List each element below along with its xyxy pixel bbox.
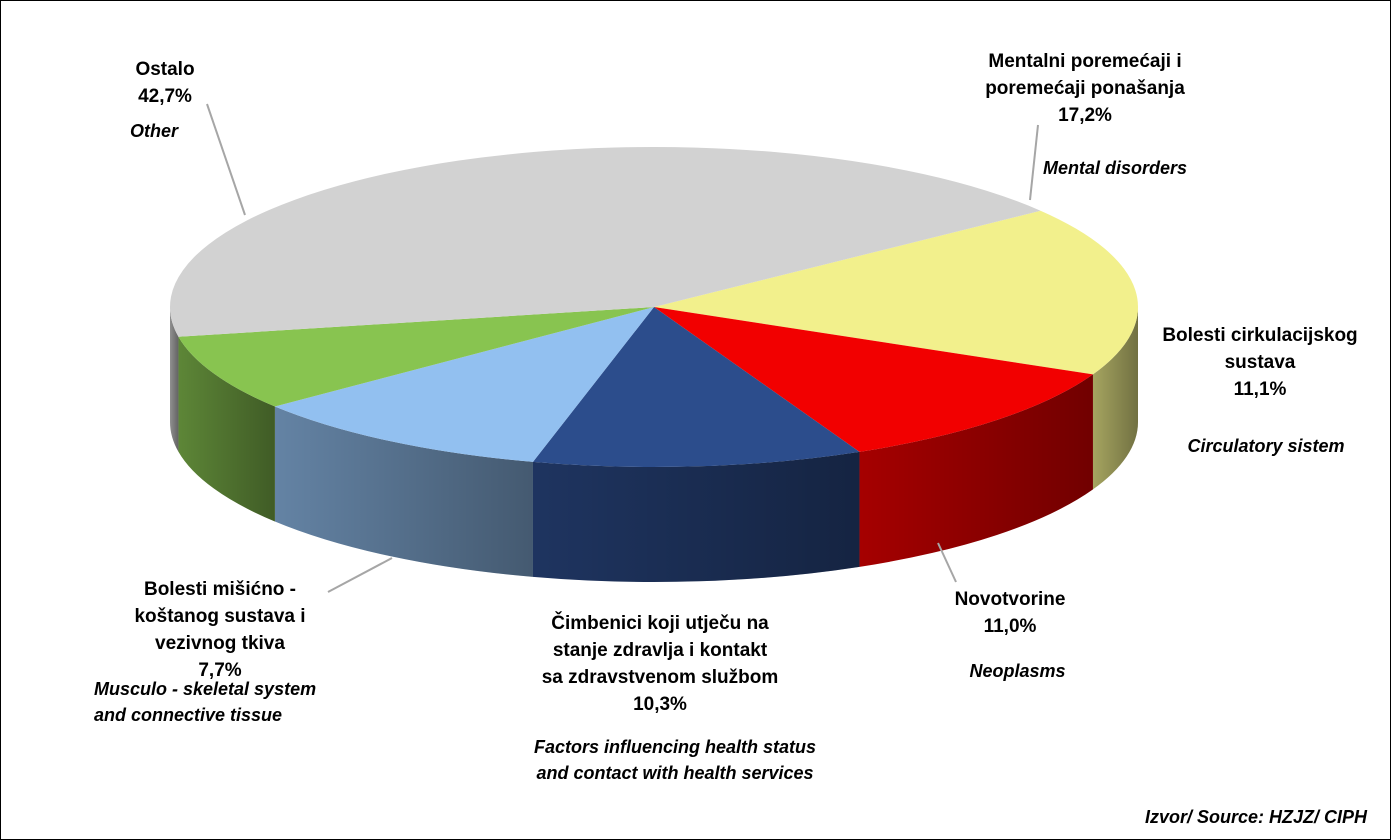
slice-top-3 [274, 307, 654, 462]
label-factors-value: 10,3% [633, 694, 687, 715]
slice-side-shade-1 [859, 374, 1093, 567]
label-factors-english: Factors influencing health status and co… [533, 737, 817, 783]
label-musculoskeletal-name: Bolesti mišićno - koštanog sustava i vez… [134, 579, 306, 654]
label-other-value: 42,7% [138, 86, 192, 107]
leader-line-0 [206, 103, 246, 216]
label-other: Ostalo 42,7% Other [100, 56, 230, 144]
label-circulatory-english: Circulatory sistem [1187, 436, 1345, 456]
label-factors: Čimbenici koji utječu na stanje zdravlja… [495, 610, 825, 786]
label-other-name: Ostalo [135, 59, 195, 80]
label-factors-name: Čimbenici koji utječu na stanje zdravlja… [541, 613, 779, 688]
label-circulatory: Bolesti cirkulacijskog sustava 11,1% Cir… [1140, 322, 1380, 459]
slice-side-shade-4 [178, 336, 275, 522]
slice-side-shade-0 [1092, 307, 1138, 490]
leader-line-2 [327, 557, 393, 593]
label-circulatory-name: Bolesti cirkulacijskog sustava [1162, 325, 1358, 373]
slice-side-shade-5 [170, 307, 179, 452]
label-circulatory-value: 11,1% [1233, 379, 1287, 400]
slice-top-2 [532, 307, 860, 467]
label-neoplasms-english: Neoplasms [969, 661, 1066, 681]
label-mental-english: Mental disorders [1042, 158, 1188, 178]
label-other-english: Other [130, 121, 179, 141]
label-mental-value: 17,2% [1058, 105, 1112, 126]
slice-top-0 [654, 210, 1138, 375]
label-mental: Mentalni poremećaji i poremećaji ponašan… [935, 48, 1235, 181]
source-note: Izvor/ Source: HZJZ/ CIPH [1144, 807, 1367, 827]
label-neoplasms: Novotvorine 11,0% Neoplasms [920, 586, 1100, 684]
slice-side-shade-2 [532, 451, 860, 582]
leader-line-3 [937, 542, 957, 583]
label-neoplasms-value: 11,0% [983, 616, 1037, 637]
label-neoplasms-name: Novotvorine [954, 589, 1066, 610]
label-musculoskeletal-value: 7,7% [198, 660, 242, 681]
label-musculoskeletal-english: Musculo - skeletal system and connective… [94, 679, 317, 725]
slice-top-1 [654, 307, 1093, 452]
slice-top-4 [178, 307, 654, 407]
leader-line-1 [1029, 124, 1039, 201]
label-musculoskeletal: Bolesti mišićno - koštanog sustava i vez… [90, 576, 350, 728]
label-mental-name: Mentalni poremećaji i poremećaji ponašan… [985, 51, 1185, 99]
slice-side-shade-3 [274, 406, 533, 577]
slice-top-5 [170, 147, 1041, 337]
